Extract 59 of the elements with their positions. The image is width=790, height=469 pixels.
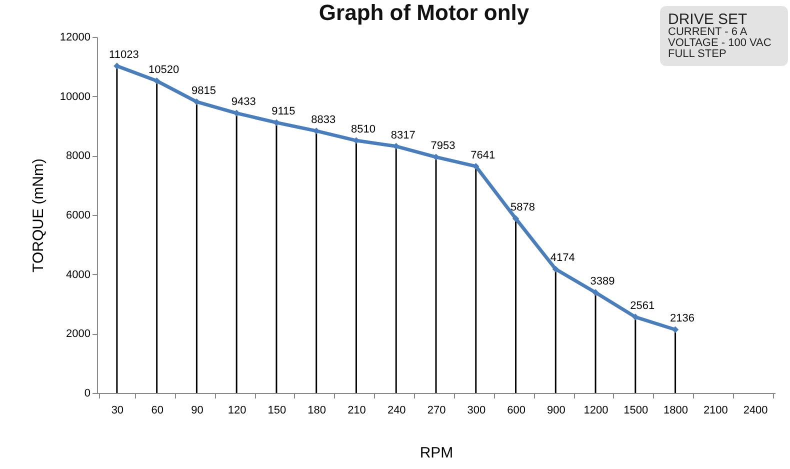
x-tick-label: 120 [228, 404, 246, 416]
point [153, 78, 160, 84]
x-tick-label: 210 [348, 404, 366, 416]
x-tick-label: 1200 [584, 404, 608, 416]
x-tick-label: 1500 [624, 404, 648, 416]
data-label: 10520 [148, 64, 180, 76]
data-label: 9115 [272, 106, 296, 118]
y-tick-label: 4000 [66, 268, 90, 281]
x-tick-label: 60 [151, 404, 164, 416]
data-label: 4174 [550, 252, 575, 264]
annotation: FULL STEP [668, 48, 728, 60]
text: DRIVE SET [668, 11, 748, 28]
x-tick-label: 270 [427, 404, 446, 416]
data-label: 9433 [231, 96, 256, 108]
data-label: 5878 [510, 202, 536, 214]
y-axis-title: TORQUE (mNm) [30, 158, 47, 272]
chart-title: Graph of Motor only [318, 0, 530, 25]
point [632, 314, 639, 320]
x-tick-label: 300 [467, 404, 486, 416]
point [233, 110, 240, 117]
x-tick-label: 30 [111, 404, 124, 416]
data-label: 8510 [350, 124, 376, 136]
x-tick-label: 600 [507, 404, 526, 416]
data-label: 2136 [670, 312, 695, 325]
y-tick-label: 2000 [66, 328, 90, 340]
x-tick-label: 180 [308, 404, 326, 416]
y-tick-label: 0 [84, 388, 90, 400]
annotation: CURRENT - 6 A [668, 26, 748, 38]
x-tick-label: 2100 [703, 404, 728, 416]
x-axis-title: RPM [420, 444, 454, 462]
point [273, 119, 280, 126]
point [472, 162, 480, 170]
y-tick-label: 6000 [66, 210, 90, 222]
point [552, 266, 559, 273]
data-label: 3389 [590, 275, 615, 288]
point [432, 154, 440, 160]
point [193, 98, 200, 106]
x-tick-label: 1800 [664, 404, 688, 416]
point [592, 289, 599, 296]
y-tick-label: 10000 [60, 90, 90, 103]
data-label: 8833 [311, 114, 336, 126]
point [114, 62, 120, 70]
data-label: 7641 [470, 149, 496, 162]
data-label: 2561 [630, 300, 655, 312]
data-label: 9815 [191, 84, 216, 97]
x-tick-label: 150 [268, 404, 286, 416]
point [672, 326, 679, 333]
point [512, 215, 520, 222]
x-tick-label: 900 [546, 404, 566, 416]
annotation: VOLTAGE - 100 VAC [668, 37, 772, 49]
data-label: 11023 [109, 48, 139, 61]
data-label: 7953 [430, 140, 456, 152]
x-tick-label: 90 [191, 404, 204, 416]
data-label: 8317 [390, 129, 416, 142]
x-tick-label: 240 [387, 404, 406, 416]
y-tick-label: 8000 [66, 150, 90, 162]
x-tick-label: 2400 [743, 404, 768, 416]
y-tick-label: 12000 [60, 32, 90, 44]
point [313, 128, 320, 134]
